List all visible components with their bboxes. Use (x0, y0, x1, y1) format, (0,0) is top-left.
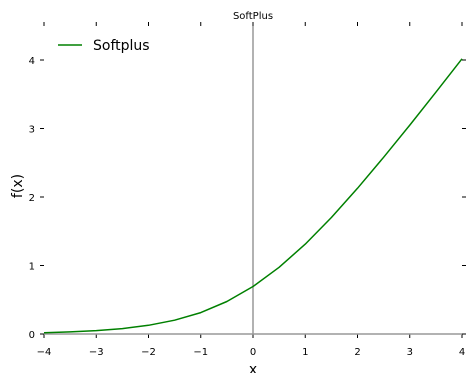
y-tick-label: 2 (29, 193, 35, 204)
y-tick-label: 3 (29, 125, 35, 136)
legend-label-softplus: Softplus (93, 38, 150, 54)
axis-ticks: −4 −3 −2 −1 0 1 2 3 4 0 1 2 3 4 (29, 22, 466, 358)
y-tick-label: 0 (29, 330, 35, 341)
y-tick-label: 1 (29, 262, 35, 273)
x-tick-label: −3 (89, 347, 104, 358)
x-tick-label: −4 (37, 347, 52, 358)
legend: Softplus (58, 38, 150, 54)
x-tick-label: 1 (302, 347, 308, 358)
x-tick-label: −1 (193, 347, 208, 358)
y-tick-label: 4 (29, 56, 35, 67)
x-tick-label: 2 (354, 347, 360, 358)
x-tick-label: 3 (407, 347, 413, 358)
x-tick-label: −2 (141, 347, 156, 358)
x-tick-label: 0 (250, 347, 256, 358)
chart-title: SoftPlus (233, 11, 273, 22)
x-tick-label: 4 (459, 347, 465, 358)
series-layer (43, 58, 463, 334)
x-axis-label: x (249, 362, 257, 373)
series-line-softplus (43, 58, 463, 334)
y-axis-label: f(x) (10, 174, 26, 198)
reference-lines (44, 26, 462, 335)
